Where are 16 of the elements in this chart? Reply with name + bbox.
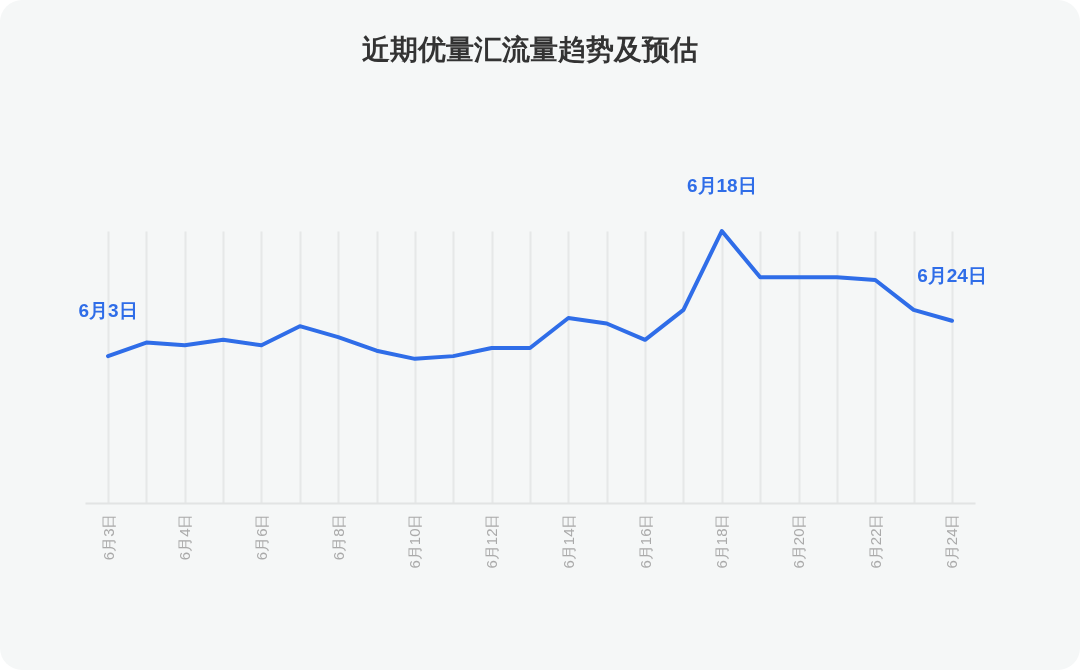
x-tick-label: 6月3日 bbox=[99, 513, 117, 561]
x-tick-label: 6月10日 bbox=[406, 513, 424, 569]
annotation: 6月24日 bbox=[917, 264, 987, 286]
x-tick-label: 6月6日 bbox=[252, 513, 270, 561]
x-tick-label: 6月22日 bbox=[866, 513, 884, 569]
x-tick-label: 6月24日 bbox=[943, 513, 961, 569]
x-tick-label: 6月4日 bbox=[176, 513, 194, 561]
annotation: 6月3日 bbox=[78, 300, 138, 322]
x-tick-label: 6月12日 bbox=[483, 513, 501, 569]
x-tick-label: 6月16日 bbox=[636, 513, 654, 569]
x-tick-label: 6月14日 bbox=[559, 513, 577, 569]
x-tick-label: 6月8日 bbox=[329, 513, 347, 561]
x-tick-label: 6月18日 bbox=[713, 513, 731, 569]
chart-title: 近期优量汇流量趋势及预估 bbox=[362, 34, 698, 65]
annotation: 6月18日 bbox=[686, 175, 757, 196]
x-tick-label: 6月20日 bbox=[790, 513, 808, 569]
